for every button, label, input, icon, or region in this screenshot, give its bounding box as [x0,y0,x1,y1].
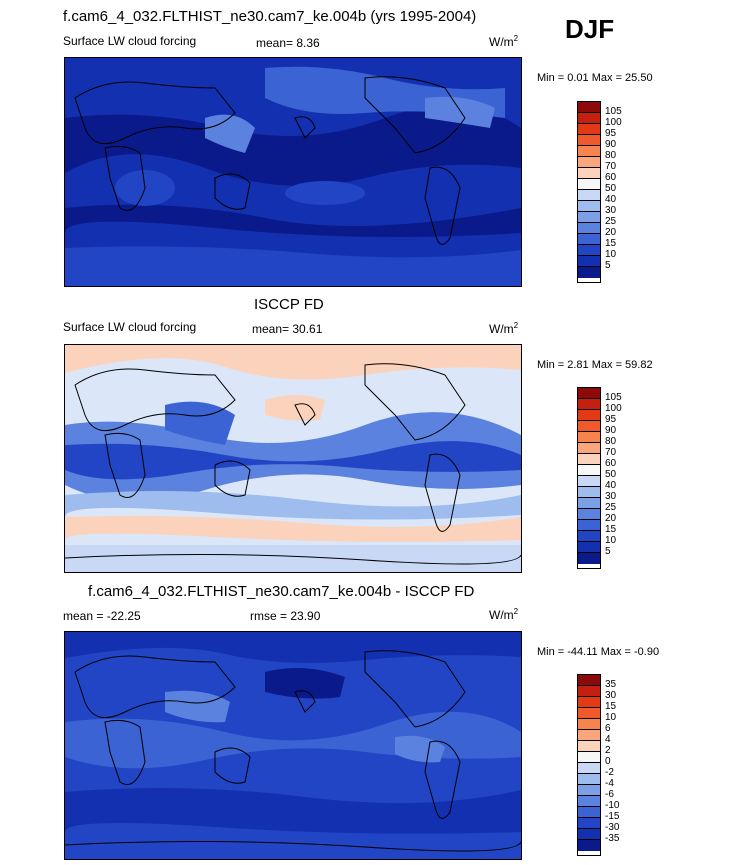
tick-label: -15 [605,811,620,822]
tick-label: -6 [605,789,614,800]
tick-label: 80 [605,436,617,447]
tick-label: 105 [605,392,622,403]
panel2-colorbar [577,387,601,569]
panel2-mean: mean= 30.61 [252,322,323,336]
tick-label: 5 [605,546,611,557]
panel3-mean: mean = -22.25 [63,609,141,623]
tick-label: 30 [605,690,617,701]
tick-label: 20 [605,227,617,238]
tick-label: -10 [605,800,620,811]
panel3-title: f.cam6_4_032.FLTHIST_ne30.cam7_ke.004b -… [88,583,475,600]
tick-label: 6 [605,723,611,734]
tick-label: 0 [605,756,611,767]
panel1-left-label: Surface LW cloud forcing [63,34,197,48]
tick-label: 15 [605,238,617,249]
tick-label: 50 [605,183,617,194]
tick-label: 60 [605,172,617,183]
tick-label: -4 [605,778,614,789]
tick-label: 5 [605,260,611,271]
tick-label: 95 [605,414,617,425]
tick-label: 10 [605,249,617,260]
tick-label: 10 [605,712,617,723]
tick-label: 4 [605,734,611,745]
tick-label: 95 [605,128,617,139]
tick-label: 20 [605,513,617,524]
panel3-map [64,631,522,860]
tick-label: -30 [605,822,620,833]
season-label: DJF [565,14,615,44]
panel2-units: W/m2 [489,321,519,336]
tick-label: -35 [605,833,620,844]
panel2-left-label: Surface LW cloud forcing [63,320,197,334]
panel1-mean: mean= 8.36 [256,36,320,50]
panel2-title: ISCCP FD [254,296,324,313]
tick-label: 25 [605,502,617,513]
tick-label: 25 [605,216,617,227]
tick-label: 2 [605,745,611,756]
tick-label: 100 [605,117,622,128]
panel3-rmse: rmse = 23.90 [250,609,321,623]
tick-label: 60 [605,458,617,469]
tick-label: 50 [605,469,617,480]
tick-label: 40 [605,194,617,205]
tick-label: 90 [605,425,617,436]
panel2-minmax: Min = 2.81 Max = 59.82 [537,359,653,371]
tick-label: 15 [605,701,617,712]
panel1-units: W/m2 [489,34,519,49]
tick-label: 100 [605,403,622,414]
panel1-map [64,57,522,287]
tick-label: 15 [605,524,617,535]
tick-label: 30 [605,205,617,216]
panel1-minmax: Min = 0.01 Max = 25.50 [537,72,653,84]
panel2-map [64,344,522,573]
panel3-units: W/m2 [489,607,519,622]
tick-label: 90 [605,139,617,150]
tick-label: 30 [605,491,617,502]
tick-label: 10 [605,535,617,546]
tick-label: 70 [605,161,617,172]
tick-label: 35 [605,679,617,690]
tick-label: 70 [605,447,617,458]
panel3-colorbar [577,674,601,856]
panel1-colorbar [577,101,601,283]
tick-label: -2 [605,767,614,778]
panel1-title: f.cam6_4_032.FLTHIST_ne30.cam7_ke.004b (… [63,8,477,25]
tick-label: 40 [605,480,617,491]
tick-label: 105 [605,106,622,117]
tick-label: 80 [605,150,617,161]
panel3-minmax: Min = -44.11 Max = -0.90 [537,646,660,658]
